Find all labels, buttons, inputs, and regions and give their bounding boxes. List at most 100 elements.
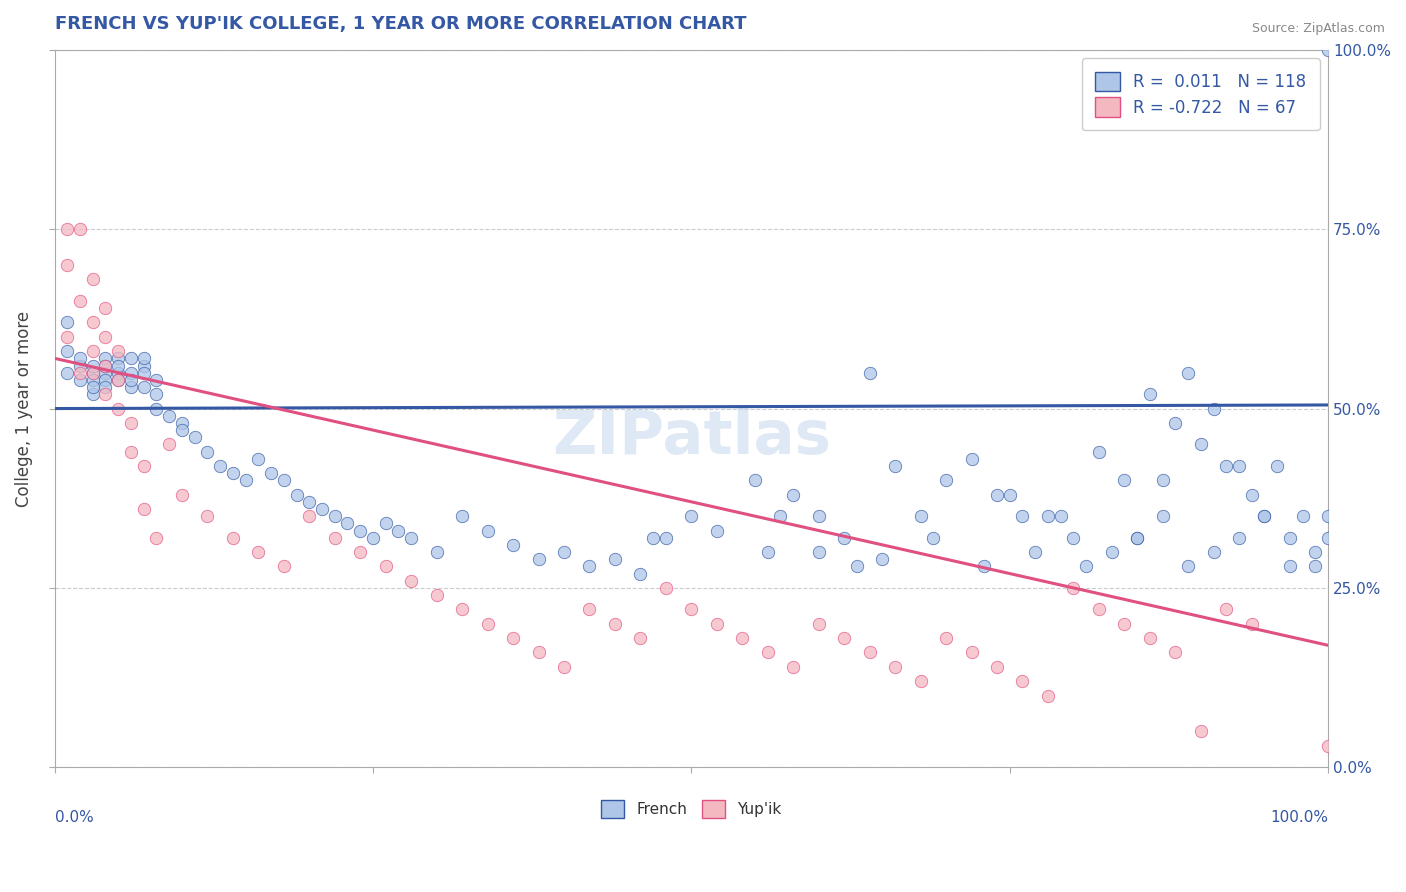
Point: [145, 401, 167, 416]
Point: [1036, 689, 1059, 703]
Point: [935, 473, 957, 487]
Point: [56, 330, 79, 344]
Point: [807, 616, 830, 631]
Point: [132, 502, 155, 516]
Point: [132, 380, 155, 394]
Point: [120, 416, 142, 430]
Point: [1062, 581, 1084, 595]
Point: [1177, 366, 1199, 380]
Point: [107, 373, 129, 387]
Point: [1227, 458, 1250, 473]
Point: [1202, 545, 1225, 559]
Point: [82, 373, 104, 387]
Point: [655, 531, 678, 545]
Point: [1227, 531, 1250, 545]
Point: [1152, 473, 1174, 487]
Point: [807, 509, 830, 524]
Point: [706, 616, 728, 631]
Point: [1164, 416, 1187, 430]
Point: [132, 366, 155, 380]
Point: [986, 660, 1008, 674]
Point: [120, 380, 142, 394]
Point: [1253, 509, 1275, 524]
Point: [845, 559, 868, 574]
Point: [222, 466, 245, 480]
Point: [1024, 545, 1046, 559]
Point: [94, 351, 117, 366]
Point: [960, 645, 983, 659]
Point: [859, 645, 882, 659]
Point: [1062, 531, 1084, 545]
Point: [120, 366, 142, 380]
Point: [69, 366, 91, 380]
Point: [1177, 559, 1199, 574]
Point: [1114, 616, 1136, 631]
Point: [56, 366, 79, 380]
Y-axis label: College, 1 year or more: College, 1 year or more: [15, 310, 32, 507]
Point: [94, 373, 117, 387]
Point: [349, 545, 371, 559]
Point: [1036, 509, 1059, 524]
Point: [399, 531, 422, 545]
Point: [170, 488, 193, 502]
Point: [973, 559, 995, 574]
Point: [884, 660, 907, 674]
Point: [247, 545, 270, 559]
Point: [260, 466, 283, 480]
Point: [527, 645, 550, 659]
Point: [69, 373, 91, 387]
Point: [578, 559, 600, 574]
Point: [145, 373, 167, 387]
Point: [1088, 444, 1111, 458]
Point: [1305, 545, 1327, 559]
Point: [628, 631, 651, 645]
Point: [1101, 545, 1123, 559]
Point: [170, 416, 193, 430]
Point: [311, 502, 333, 516]
Point: [336, 516, 359, 531]
Point: [451, 509, 474, 524]
Point: [120, 351, 142, 366]
Point: [998, 488, 1021, 502]
Point: [94, 359, 117, 373]
Point: [1305, 559, 1327, 574]
Point: [56, 316, 79, 330]
Point: [69, 222, 91, 236]
Point: [170, 423, 193, 437]
Point: [374, 559, 396, 574]
Point: [82, 272, 104, 286]
Point: [527, 552, 550, 566]
Point: [273, 559, 295, 574]
Point: [1189, 724, 1212, 739]
Point: [374, 516, 396, 531]
Point: [132, 351, 155, 366]
Text: 0.0%: 0.0%: [55, 810, 93, 825]
Point: [145, 531, 167, 545]
Point: [832, 631, 855, 645]
Point: [1215, 458, 1237, 473]
Point: [477, 524, 499, 538]
Point: [1240, 616, 1263, 631]
Point: [451, 602, 474, 616]
Point: [1265, 458, 1288, 473]
Point: [782, 488, 804, 502]
Point: [222, 531, 245, 545]
Point: [756, 645, 779, 659]
Point: [782, 660, 804, 674]
Point: [94, 301, 117, 315]
Point: [910, 509, 932, 524]
Point: [107, 351, 129, 366]
Point: [1164, 645, 1187, 659]
Text: ZIPatlas: ZIPatlas: [551, 408, 831, 467]
Point: [157, 437, 180, 451]
Point: [643, 531, 665, 545]
Point: [910, 674, 932, 689]
Point: [107, 373, 129, 387]
Point: [477, 616, 499, 631]
Point: [426, 588, 449, 602]
Point: [195, 509, 218, 524]
Point: [107, 344, 129, 359]
Point: [132, 458, 155, 473]
Point: [1278, 531, 1301, 545]
Point: [145, 387, 167, 401]
